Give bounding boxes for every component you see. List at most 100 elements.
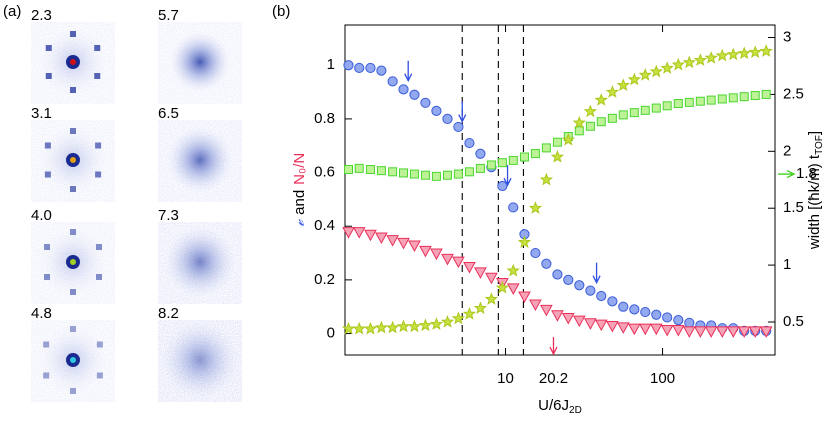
circle-marker (684, 317, 695, 328)
x-label-main: U/6J (538, 397, 569, 414)
square-marker (486, 160, 496, 170)
bragg-peak (95, 274, 102, 280)
square-marker (629, 108, 639, 118)
star-marker (605, 85, 620, 98)
circle-marker (563, 274, 574, 285)
triangle-marker (375, 232, 388, 244)
tof-image: 7.3 (158, 207, 242, 304)
triangle-marker (540, 304, 553, 317)
circle-marker (585, 285, 596, 296)
image-label: 7.3 (158, 207, 179, 224)
tof-image: 3.1 (31, 105, 115, 202)
star-marker (396, 319, 411, 333)
square-marker (519, 152, 529, 162)
bragg-peak (44, 142, 51, 149)
tof-image: 6.5 (158, 105, 242, 202)
triangle-marker (452, 256, 465, 269)
arrow (778, 169, 796, 179)
circle-marker (431, 105, 442, 116)
tof-image: 2.3 (31, 7, 115, 104)
circle-marker (651, 309, 662, 320)
triangle-marker (529, 299, 542, 312)
triangle-marker (485, 272, 498, 285)
star-marker (583, 104, 598, 118)
y2-tick-label: 3 (783, 28, 791, 45)
square-marker (552, 137, 562, 147)
star-marker (748, 45, 762, 58)
circle-marker (640, 306, 651, 318)
triangle-marker (364, 229, 377, 242)
bragg-peak (44, 274, 51, 280)
y-tick-label: 0.2 (314, 271, 335, 288)
triangle-marker (561, 312, 575, 325)
central-core (70, 157, 76, 163)
triangle-marker (397, 237, 410, 250)
triangle-marker (606, 320, 619, 333)
circle-marker (673, 315, 684, 326)
circle-marker (618, 301, 629, 312)
x-tick-label: 10 (497, 370, 514, 387)
square-marker (761, 89, 771, 99)
star-marker (726, 47, 740, 61)
star-marker (715, 48, 729, 62)
triangle-marker (386, 235, 399, 247)
circle-marker (552, 269, 563, 280)
bragg-peak (70, 289, 76, 295)
star-marker (572, 115, 586, 129)
star-marker (693, 53, 707, 66)
circle-marker (354, 62, 365, 74)
y-tick-label: 0.6 (314, 164, 335, 181)
bragg-peak (95, 244, 102, 250)
circle-marker (420, 97, 431, 108)
star-marker (737, 46, 751, 60)
star-marker (352, 321, 366, 335)
bragg-peak (43, 372, 50, 379)
arrow (404, 60, 413, 83)
image-label: 8.2 (158, 305, 179, 322)
y2-tick-label: 1 (783, 256, 791, 273)
diffuse-cloud (170, 32, 230, 92)
star-marker (495, 280, 510, 294)
tof-image: 8.2 (158, 305, 242, 402)
bragg-peak (70, 186, 76, 192)
y-tick-label: 0.8 (314, 110, 335, 127)
star-marker (451, 311, 466, 325)
bragg-peak (44, 244, 51, 250)
bragg-peak (96, 341, 103, 348)
square-marker (728, 93, 738, 103)
x-label-sub: 2D (569, 405, 582, 416)
central-core (70, 357, 76, 363)
square-marker (464, 167, 474, 177)
bragg-peak (95, 142, 102, 149)
triangle-marker (441, 253, 454, 266)
triangle-marker (518, 291, 531, 304)
bragg-peak (96, 372, 103, 379)
circle-marker (442, 113, 453, 125)
y-axis-label: 𝓋 and N₀/N (291, 153, 308, 228)
triangle-marker (660, 325, 674, 337)
triangle-marker (419, 245, 432, 258)
triangle-marker (352, 227, 366, 239)
star-marker (671, 57, 685, 71)
square-marker (607, 113, 617, 123)
triangle-marker (693, 326, 707, 338)
circle-marker (629, 304, 640, 315)
star-marker (462, 307, 477, 320)
triangle-marker (748, 326, 762, 338)
circle-marker (387, 76, 398, 87)
square-marker (541, 143, 551, 153)
diffuse-cloud (161, 321, 239, 399)
image-label: 6.5 (158, 105, 179, 122)
triangle-marker (572, 315, 586, 328)
bragg-peak (43, 341, 50, 348)
circle-marker (607, 296, 618, 307)
circle-marker (365, 62, 376, 74)
star-marker (473, 301, 488, 315)
circle-marker (453, 121, 464, 133)
star-marker (550, 150, 565, 163)
triangle-marker (342, 227, 355, 239)
bragg-peak (70, 128, 76, 134)
circle-marker (508, 202, 519, 213)
image-label: 5.7 (158, 7, 179, 24)
